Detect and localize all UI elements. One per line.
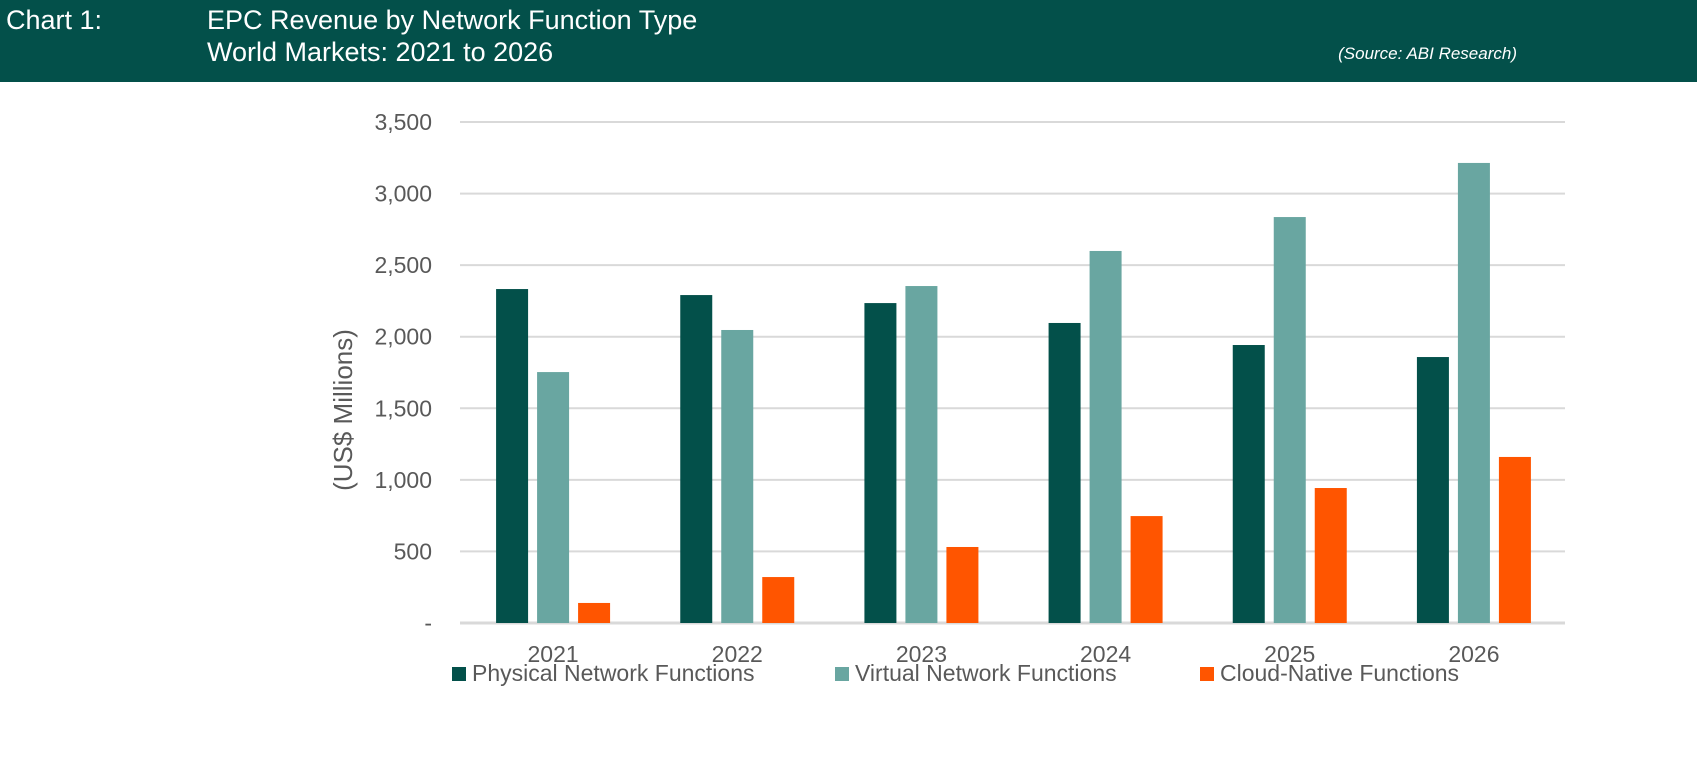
x-tick-label: 2023 bbox=[896, 641, 947, 667]
bar-cloud-native-functions-2025 bbox=[1314, 488, 1347, 623]
bar-physical-network-functions-2023 bbox=[864, 303, 897, 623]
y-tick-label: 3,000 bbox=[374, 181, 432, 207]
x-tick-label: 2022 bbox=[712, 641, 763, 667]
bar-virtual-network-functions-2022 bbox=[721, 329, 754, 623]
legend-label: Cloud-Native Functions bbox=[1220, 660, 1460, 686]
bar-virtual-network-functions-2023 bbox=[905, 286, 938, 623]
y-tick-label: 1,000 bbox=[374, 467, 432, 493]
bar-virtual-network-functions-2025 bbox=[1273, 217, 1306, 623]
chart-header: Chart 1: EPC Revenue by Network Function… bbox=[0, 0, 1697, 82]
bar-cloud-native-functions-2021 bbox=[578, 602, 611, 623]
y-tick-label: 500 bbox=[394, 538, 432, 564]
legend-swatch bbox=[835, 666, 849, 681]
y-axis-label: (US$ Millions) bbox=[328, 329, 358, 491]
bar-physical-network-functions-2022 bbox=[680, 295, 713, 623]
legend-swatch bbox=[1200, 666, 1214, 681]
chart-title: EPC Revenue by Network Function Type bbox=[207, 5, 698, 35]
legend-label: Virtual Network Functions bbox=[855, 660, 1117, 686]
bar-physical-network-functions-2025 bbox=[1232, 345, 1265, 623]
bar-cloud-native-functions-2023 bbox=[946, 546, 979, 623]
legend-label: Physical Network Functions bbox=[472, 660, 755, 686]
y-tick-label: 2,500 bbox=[374, 252, 432, 278]
y-tick-label: 1,500 bbox=[374, 395, 432, 421]
bar-virtual-network-functions-2026 bbox=[1457, 162, 1490, 624]
bar-physical-network-functions-2024 bbox=[1048, 322, 1081, 623]
bar-cloud-native-functions-2024 bbox=[1130, 516, 1163, 623]
chart-number: Chart 1: bbox=[6, 5, 103, 35]
source-note: (Source: ABI Research) bbox=[1338, 44, 1517, 63]
bar-cloud-native-functions-2026 bbox=[1498, 456, 1531, 623]
legend-item: Cloud-Native Functions bbox=[1200, 660, 1459, 687]
y-tick-label: 3,500 bbox=[374, 109, 432, 135]
bar-physical-network-functions-2021 bbox=[496, 289, 529, 623]
x-tick-label: 2025 bbox=[1264, 641, 1315, 667]
y-tick-label: 2,000 bbox=[374, 324, 432, 350]
x-tick-label: 2021 bbox=[527, 641, 578, 667]
legend-swatch bbox=[452, 666, 466, 681]
legend-item: Physical Network Functions bbox=[452, 660, 755, 687]
y-tick-label: - bbox=[424, 610, 432, 636]
bar-virtual-network-functions-2024 bbox=[1089, 250, 1122, 623]
bar-physical-network-functions-2026 bbox=[1416, 357, 1449, 623]
bar-cloud-native-functions-2022 bbox=[762, 577, 795, 623]
chart-subtitle: World Markets: 2021 to 2026 bbox=[207, 37, 554, 67]
legend-item: Virtual Network Functions bbox=[835, 660, 1117, 687]
x-tick-label: 2024 bbox=[1080, 641, 1131, 667]
x-tick-label: 2026 bbox=[1448, 641, 1499, 667]
bar-virtual-network-functions-2021 bbox=[537, 372, 570, 623]
